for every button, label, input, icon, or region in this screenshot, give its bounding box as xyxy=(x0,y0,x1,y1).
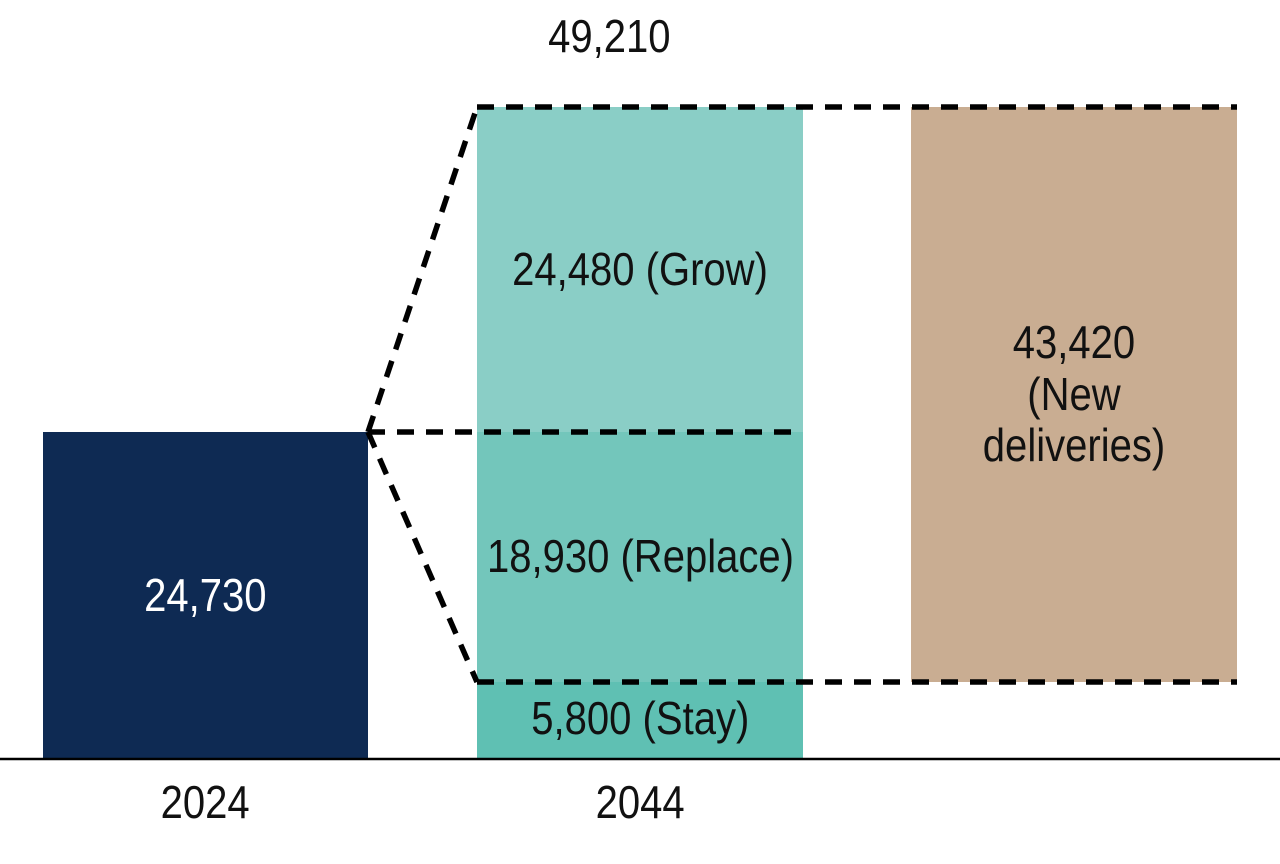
bar-new-deliveries xyxy=(911,107,1237,682)
x-tick-2024: 2024 xyxy=(43,772,368,834)
bar-2024-fleet xyxy=(43,432,368,759)
bar-2024-value: 24,730 xyxy=(144,568,267,621)
x-tick-2024-text: 2024 xyxy=(160,776,251,829)
dashed-diagonal-up xyxy=(365,106,480,433)
segment-replace-label: 18,930 (Replace) xyxy=(477,432,803,682)
dashed-diagonal-down xyxy=(365,430,480,684)
replace-value: 18,930 (Replace) xyxy=(486,530,794,583)
x-tick-2044-text: 2044 xyxy=(595,776,685,829)
total-2044-value: 49,210 xyxy=(547,10,671,63)
segment-stay-label: 5,800 (Stay) xyxy=(477,678,803,759)
new-deliveries-label: 43,420 (New deliveries) xyxy=(911,107,1237,682)
x-tick-2044: 2044 xyxy=(477,772,803,834)
grow-value: 24,480 (Grow) xyxy=(512,242,768,295)
segment-stay xyxy=(477,682,803,759)
stay-value: 5,800 (Stay) xyxy=(530,691,749,744)
bar-2024-value-label: 24,730 xyxy=(43,432,368,759)
new-deliveries-value: 43,420 xyxy=(1012,316,1136,369)
segment-replace xyxy=(477,432,803,682)
total-2044-label: 49,210 xyxy=(459,8,759,66)
segment-grow-label: 24,480 (Grow) xyxy=(477,107,803,432)
new-deliveries-caption: (New deliveries) xyxy=(982,367,1166,472)
segment-grow xyxy=(477,107,803,432)
